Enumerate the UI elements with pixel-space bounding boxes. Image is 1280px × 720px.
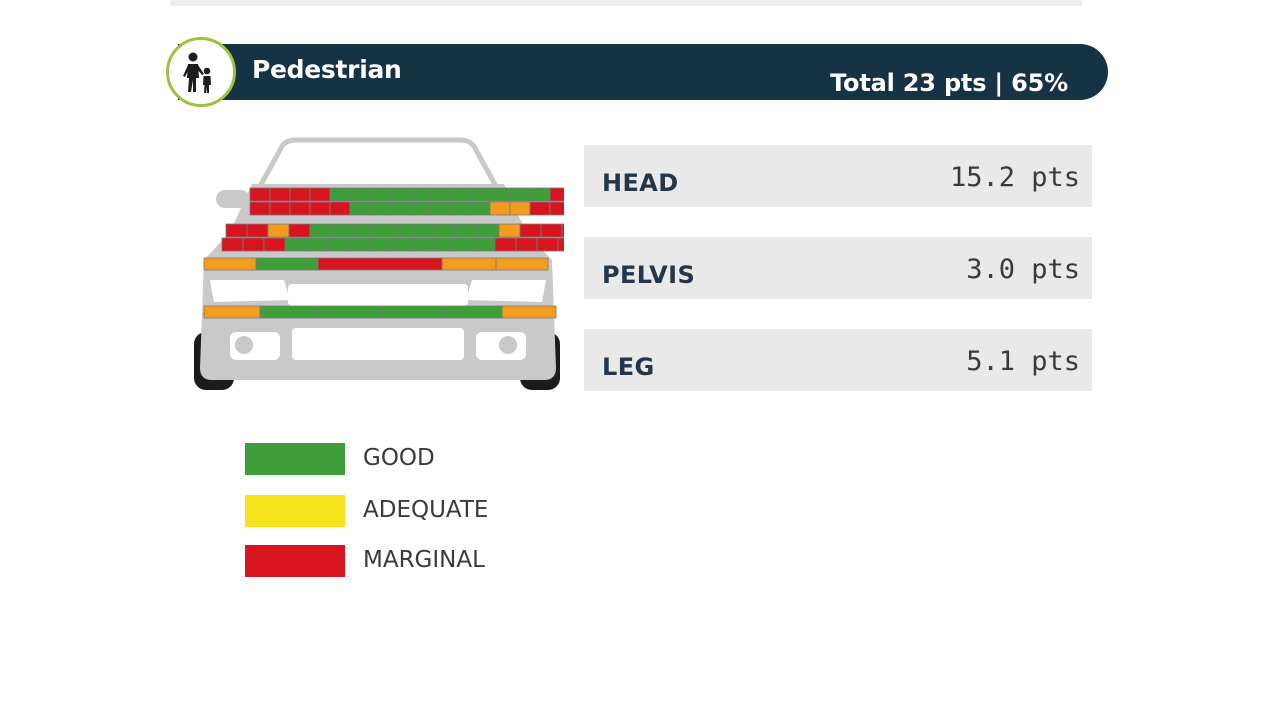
score-row-pelvis: PELVIS 3.0 pts: [584, 237, 1092, 299]
score-value: 3.0 pts: [966, 254, 1080, 285]
legend-swatch: [245, 545, 345, 577]
legend-label: ADEQUATE: [363, 497, 489, 523]
hood-zone: [203, 257, 257, 271]
hood-zone: [489, 201, 511, 216]
hood-zone: [495, 257, 549, 271]
hood-zone: [267, 223, 290, 238]
hood-zone: [509, 187, 531, 202]
hood-zone: [431, 237, 454, 252]
hood-zone: [529, 187, 551, 202]
hood-zone: [381, 305, 445, 319]
hood-zone: [536, 237, 559, 252]
hood-zone: [263, 237, 286, 252]
score-value: 15.2 pts: [949, 162, 1080, 193]
hood-zone: [519, 223, 542, 238]
hood-zone: [389, 201, 411, 216]
hood-zone: [372, 223, 395, 238]
hood-zone: [329, 187, 351, 202]
hood-zone: [489, 187, 511, 202]
hood-zone: [456, 223, 479, 238]
score-label: PELVIS: [602, 261, 696, 289]
hood-zone: [443, 305, 503, 319]
hood-zone: [509, 201, 531, 216]
hood-zone: [347, 237, 370, 252]
hood-zone: [452, 237, 475, 252]
pedestrian-icon: [166, 37, 236, 107]
car-front-diagram: [192, 132, 591, 394]
hood-zone: [435, 223, 458, 238]
hood-zone: [326, 237, 349, 252]
hood-zone: [414, 223, 437, 238]
hood-zone: [469, 201, 491, 216]
hood-zone: [349, 201, 371, 216]
hood-zone: [389, 187, 411, 202]
previous-section-edge: [170, 0, 1082, 6]
hood-zone: [389, 237, 412, 252]
score-label: HEAD: [602, 169, 679, 197]
hood-zone: [330, 223, 353, 238]
hood-zone: [368, 237, 391, 252]
hood-zone: [255, 257, 319, 271]
legend-label: MARGINAL: [363, 547, 485, 573]
hood-zone: [269, 201, 291, 216]
hood-zone: [557, 237, 580, 252]
hood-zone: [309, 201, 331, 216]
score-row-head: HEAD 15.2 pts: [584, 145, 1092, 207]
hood-zone: [501, 305, 557, 319]
hood-zone: [561, 223, 584, 238]
hood-zone: [498, 223, 521, 238]
section-total: Total 23 pts | 65%: [830, 69, 1068, 97]
hood-zone: [409, 201, 431, 216]
hood-zone: [329, 201, 351, 216]
hood-zone: [249, 201, 271, 216]
hood-zone: [369, 187, 391, 202]
score-label: LEG: [602, 353, 655, 381]
hood-zone: [242, 237, 265, 252]
hood-zone: [351, 223, 374, 238]
hood-zone: [269, 187, 291, 202]
hood-zone: [441, 257, 497, 271]
hood-zone: [540, 223, 563, 238]
hood-zone: [221, 237, 244, 252]
legend-label: GOOD: [363, 445, 435, 471]
hood-zone: [289, 187, 311, 202]
score-row-leg: LEG 5.1 pts: [584, 329, 1092, 391]
hood-zone: [449, 201, 471, 216]
hood-zone: [429, 187, 451, 202]
hood-zone: [259, 305, 317, 319]
hood-zone: [289, 201, 311, 216]
hood-zone: [309, 187, 331, 202]
score-value: 5.1 pts: [966, 346, 1080, 377]
hood-zone: [469, 187, 491, 202]
hood-zone: [249, 187, 271, 202]
hood-zone: [246, 223, 269, 238]
hood-zone: [203, 305, 261, 319]
hood-zone: [393, 223, 416, 238]
hood-zone: [409, 187, 431, 202]
hood-zone: [288, 223, 311, 238]
hood-zone: [410, 237, 433, 252]
hood-zone: [529, 201, 551, 216]
hood-zone: [309, 223, 332, 238]
hood-zone: [494, 237, 517, 252]
hood-zone: [477, 223, 500, 238]
section-title: Pedestrian: [252, 55, 402, 84]
hood-zone: [549, 201, 571, 216]
hood-zone: [449, 187, 471, 202]
hood-zone: [549, 187, 571, 202]
hood-zone: [473, 237, 496, 252]
hood-zone: [515, 237, 538, 252]
hood-zone: [305, 237, 328, 252]
hood-zone: [369, 201, 391, 216]
legend-swatch: [245, 443, 345, 475]
legend-swatch: [245, 495, 345, 527]
section-header: [178, 44, 1108, 100]
hood-zone: [225, 223, 248, 238]
hood-zone: [317, 257, 443, 271]
hood-zone: [429, 201, 451, 216]
hood-zone: [284, 237, 307, 252]
hood-zone: [315, 305, 383, 319]
hood-zone: [349, 187, 371, 202]
